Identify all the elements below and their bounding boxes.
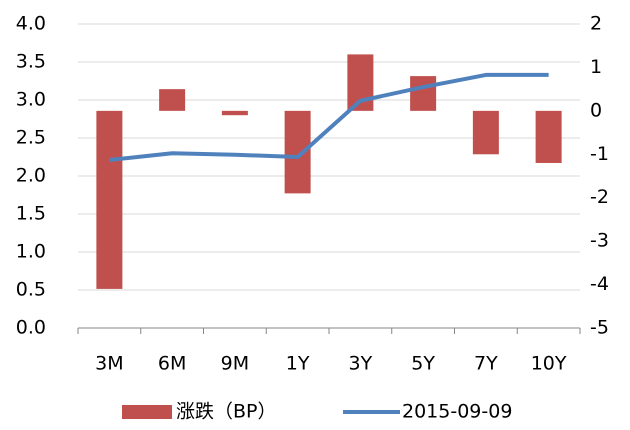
y-tick-label: 2.0 [16, 165, 46, 187]
line [109, 72, 549, 163]
bar [472, 110, 499, 155]
y-tick-label: 1.5 [16, 203, 46, 225]
y-tick-label: 4.0 [16, 13, 46, 35]
y2-tick-label: -5 [590, 317, 609, 339]
x-tick-label: 6M [158, 353, 186, 375]
x-tick-label: 3Y [349, 353, 373, 375]
y2-tick-label: 2 [590, 13, 602, 35]
y-tick-label: 1.0 [16, 241, 46, 263]
x-tick-label: 9M [221, 353, 249, 375]
y2-tick-label: -3 [590, 230, 609, 252]
bar [159, 89, 186, 111]
y2-tick-label: 0 [590, 99, 602, 121]
y2-tick-label: -1 [590, 143, 609, 165]
bar [221, 110, 248, 116]
bar [284, 110, 311, 194]
legend-swatch [122, 405, 172, 419]
y-tick-label: 0.0 [16, 317, 46, 339]
y-tick-label: 0.5 [16, 279, 46, 301]
x-tick-label: 5Y [411, 353, 435, 375]
y2-tick-label: -4 [590, 273, 609, 295]
legend-label: 涨跌（BP） [176, 401, 277, 423]
y2-tick-label: 1 [590, 56, 602, 78]
x-tick-label: 7Y [474, 353, 498, 375]
bar [535, 110, 562, 163]
y-tick-label: 3.0 [16, 89, 46, 111]
x-tick-label: 10Y [531, 353, 567, 375]
bar [410, 76, 437, 111]
x-tick-label: 3M [95, 353, 123, 375]
y2-tick-label: -2 [590, 186, 609, 208]
x-tick-label: 1Y [286, 353, 310, 375]
y-tick-label: 3.5 [16, 51, 46, 73]
bar [96, 110, 123, 289]
legend-label: 2015-09-09 [402, 401, 512, 423]
y-tick-label: 2.5 [16, 127, 46, 149]
